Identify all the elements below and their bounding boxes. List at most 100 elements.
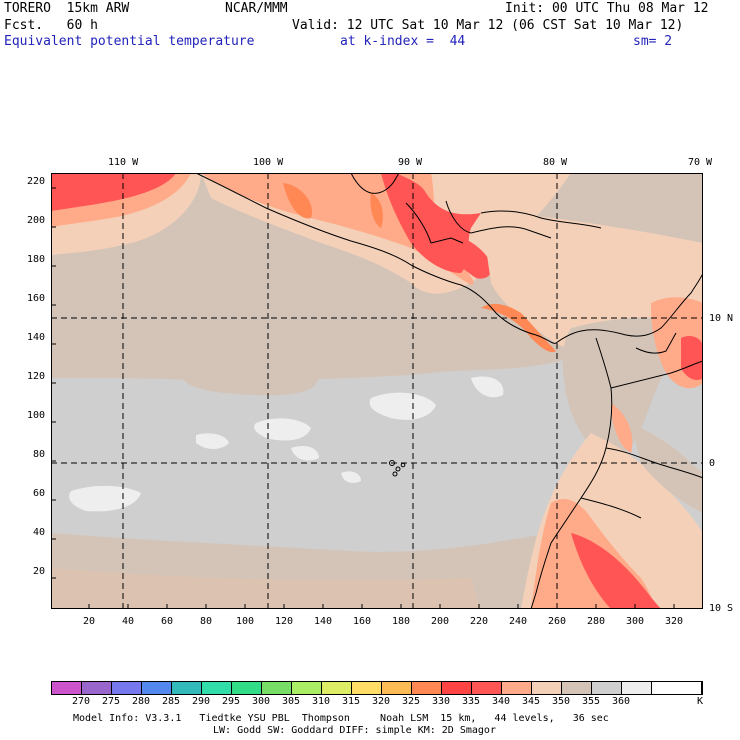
grid-y-140: 140: [27, 332, 46, 343]
grid-x-60: 60: [161, 616, 174, 627]
grid-x-180: 180: [392, 616, 411, 627]
coastline-south-america: [530, 337, 613, 610]
grid-y-80: 80: [33, 449, 46, 460]
grid-y-160: 160: [27, 293, 46, 304]
cb-label: 350: [552, 696, 571, 707]
colorbar-swatch: [142, 682, 172, 694]
orange-mexico: [283, 183, 312, 219]
graticule: [51, 173, 703, 609]
colorbar-swatch: [472, 682, 502, 694]
theta-e-map: [51, 172, 704, 610]
grid-x-80: 80: [200, 616, 213, 627]
colorbar-swatch: [352, 682, 382, 694]
lat-label-0: 0: [709, 458, 716, 469]
coastline-yucatan: [480, 210, 602, 229]
map-canvas: [51, 172, 704, 610]
cb-label: 305: [282, 696, 301, 707]
grid-y-200: 200: [27, 215, 46, 226]
cb-label: 345: [522, 696, 541, 707]
colorbar-swatch: [232, 682, 262, 694]
colorbar-swatch: [52, 682, 82, 694]
red-nw: [51, 173, 176, 211]
physics-info: LW: Godd SW: Goddard DIFF: simple KM: 2D…: [213, 725, 496, 736]
tan-band-south-2: [51, 568, 481, 609]
colorbar-swatch: [382, 682, 412, 694]
lon-label-90w: 90 W: [398, 157, 423, 168]
grid-x-300: 300: [626, 616, 645, 627]
cb-label: 310: [312, 696, 331, 707]
lon-label-80w: 80 W: [543, 157, 568, 168]
model-info: Model Info: V3.3.1 Tiedtke YSU PBL Thomp…: [73, 713, 609, 724]
grid-x-120: 120: [275, 616, 294, 627]
red-peru: [571, 533, 661, 609]
grid-x-40: 40: [122, 616, 135, 627]
colorbar: [51, 681, 703, 695]
orange-costarica: [481, 303, 556, 353]
colorbar-swatch: [82, 682, 112, 694]
colorbar-swatch: [262, 682, 292, 694]
colorbar-swatch: [502, 682, 532, 694]
smoothing: sm= 2: [633, 34, 673, 49]
colorbar-swatch: [292, 682, 322, 694]
cb-label: 295: [222, 696, 241, 707]
cb-label: 285: [162, 696, 181, 707]
grid-x-20: 20: [83, 616, 96, 627]
tan-amazon: [631, 423, 703, 513]
model-name: TORERO 15km ARW: [4, 1, 130, 16]
grid-x-280: 280: [587, 616, 606, 627]
grid-x-200: 200: [431, 616, 450, 627]
grid-x-160: 160: [353, 616, 372, 627]
grid-x-100: 100: [236, 616, 255, 627]
field-name: Equivalent potential temperature: [4, 34, 255, 49]
forecast-hour: Fcst. 60 h: [4, 18, 98, 33]
coastline-gulf: [350, 172, 400, 194]
cb-label: 360: [612, 696, 631, 707]
cb-label: 270: [72, 696, 91, 707]
colorbar-swatch: [562, 682, 592, 694]
white-patch-5: [196, 433, 229, 449]
cb-label: 275: [102, 696, 121, 707]
grid-y-220: 220: [27, 176, 46, 187]
orange-gulf: [370, 193, 383, 228]
cb-label: 300: [252, 696, 271, 707]
red-guatemala: [431, 232, 493, 279]
init-time: Init: 00 UTC Thu 08 Mar 12: [505, 1, 709, 16]
grid-x-140: 140: [314, 616, 333, 627]
cb-label: 325: [402, 696, 421, 707]
map-frame: [51, 173, 703, 609]
border-colombia: [635, 332, 677, 354]
cb-label: 330: [432, 696, 451, 707]
grid-x-220: 220: [470, 616, 489, 627]
red-venezuela: [681, 336, 703, 380]
grid-y-100: 100: [27, 410, 46, 421]
red-coast-north: [276, 173, 481, 273]
cb-label: 320: [372, 696, 391, 707]
colorbar-swatch: [442, 682, 472, 694]
lon-label-100w: 100 W: [253, 157, 284, 168]
cb-label: 335: [462, 696, 481, 707]
salmon-ecuador: [611, 403, 633, 453]
grid-y-20: 20: [33, 566, 46, 577]
colorbar-swatch: [592, 682, 622, 694]
coastline-north: [195, 172, 704, 344]
colorbar-swatch: [172, 682, 202, 694]
colorbar-swatch: [652, 682, 702, 694]
colorbar-labels: 270 275 280 285 290 295 300 305 310 315 …: [51, 696, 711, 708]
cb-label: 355: [582, 696, 601, 707]
grid-y-60: 60: [33, 488, 46, 499]
lon-label-70w: 70 W: [688, 157, 713, 168]
colorbar-swatch: [322, 682, 352, 694]
lon-label-110w: 110 W: [108, 157, 139, 168]
colorbar-swatch: [622, 682, 652, 694]
white-patch-1: [369, 392, 436, 420]
grid-x-240: 240: [509, 616, 528, 627]
colorbar-swatch: [202, 682, 232, 694]
colorbar-swatch: [412, 682, 442, 694]
border-central-america: [405, 200, 552, 244]
cb-unit: K: [697, 696, 704, 707]
grid-y-180: 180: [27, 254, 46, 265]
white-patch-2: [471, 376, 504, 398]
cb-label: 290: [192, 696, 211, 707]
colorbar-swatch: [532, 682, 562, 694]
white-patch-7: [341, 471, 361, 483]
